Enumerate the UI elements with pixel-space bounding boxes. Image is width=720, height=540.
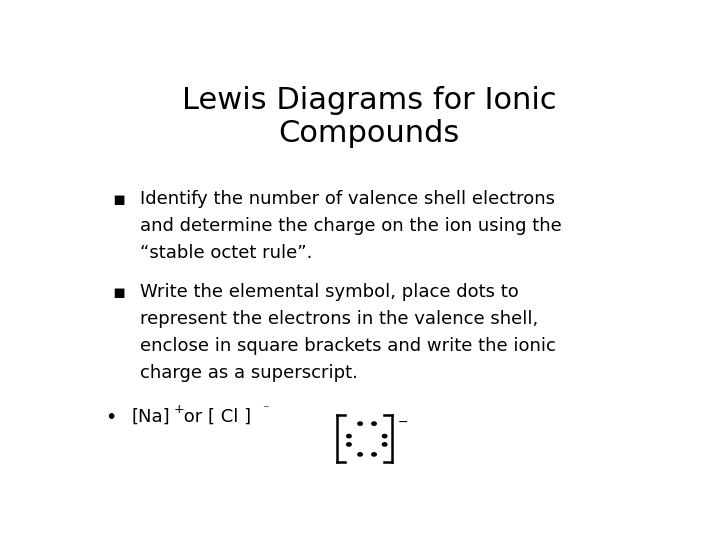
Circle shape xyxy=(358,422,362,426)
Text: Write the elemental symbol, place dots to: Write the elemental symbol, place dots t… xyxy=(140,283,519,301)
Text: represent the electrons in the valence shell,: represent the electrons in the valence s… xyxy=(140,310,539,328)
Text: charge as a superscript.: charge as a superscript. xyxy=(140,364,358,382)
Text: and determine the charge on the ion using the: and determine the charge on the ion usin… xyxy=(140,217,562,234)
Text: enclose in square brackets and write the ionic: enclose in square brackets and write the… xyxy=(140,337,556,355)
Text: +: + xyxy=(173,403,184,416)
Circle shape xyxy=(382,443,387,446)
Text: •: • xyxy=(106,408,117,427)
Circle shape xyxy=(347,443,351,446)
Text: ▪: ▪ xyxy=(112,283,125,302)
Text: [Na]: [Na] xyxy=(132,408,171,426)
Text: Identify the number of valence shell electrons: Identify the number of valence shell ele… xyxy=(140,190,555,207)
Circle shape xyxy=(347,435,351,438)
Text: Lewis Diagrams for Ionic
Compounds: Lewis Diagrams for Ionic Compounds xyxy=(181,85,557,148)
Circle shape xyxy=(358,453,362,456)
Text: or [ Cl ]: or [ Cl ] xyxy=(178,408,251,426)
Circle shape xyxy=(372,453,377,456)
Text: ⁻: ⁻ xyxy=(262,403,269,416)
Text: −: − xyxy=(398,416,408,429)
Text: ▪: ▪ xyxy=(112,190,125,208)
Text: “stable octet rule”.: “stable octet rule”. xyxy=(140,244,312,261)
Circle shape xyxy=(382,435,387,438)
Circle shape xyxy=(372,422,377,426)
